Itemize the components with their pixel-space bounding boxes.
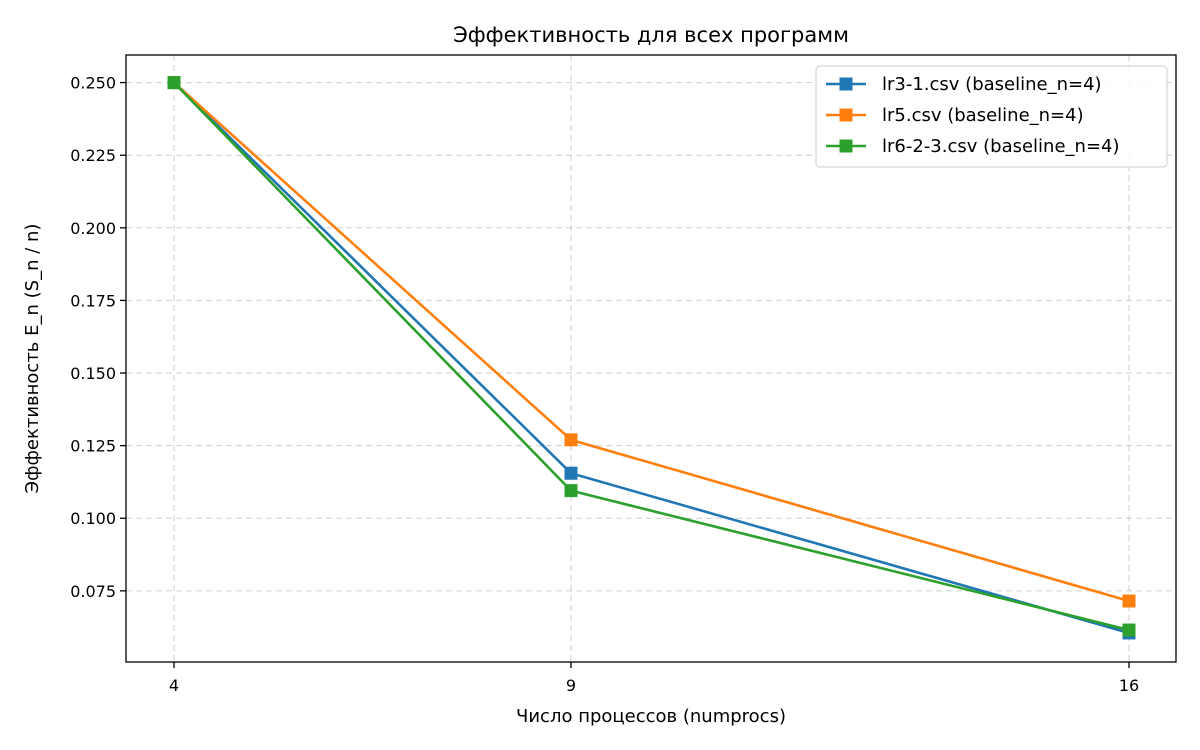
y-tick-label: 0.250 xyxy=(70,74,116,93)
legend-marker xyxy=(839,77,853,91)
x-tick-label: 9 xyxy=(566,676,576,695)
x-axis-label: Число процессов (numprocs) xyxy=(516,706,786,727)
series-group xyxy=(167,76,1136,637)
data-point-marker xyxy=(1122,594,1136,608)
legend-label: lr6-2-3.csv (baseline_n=4) xyxy=(882,136,1120,157)
y-tick-label: 0.100 xyxy=(70,509,116,528)
y-tick-label: 0.125 xyxy=(70,437,116,456)
data-point-marker xyxy=(564,433,578,447)
legend-marker xyxy=(839,139,853,153)
data-point-marker xyxy=(564,484,578,498)
y-tick-label: 0.175 xyxy=(70,291,116,310)
y-axis-ticks: 0.075 0.100 0.125 0.150 0.175 0.200 0.225 0.250 xyxy=(70,74,126,601)
legend-label: lr3-1.csv (baseline_n=4) xyxy=(882,74,1102,95)
data-point-marker xyxy=(1122,623,1136,637)
data-point-marker xyxy=(167,76,181,90)
y-tick-label: 0.225 xyxy=(70,146,116,165)
y-tick-label: 0.150 xyxy=(70,364,116,383)
x-tick-label: 16 xyxy=(1119,676,1139,695)
y-tick-label: 0.075 xyxy=(70,582,116,601)
legend-marker xyxy=(839,108,853,122)
x-axis-ticks: 4 9 16 xyxy=(169,662,1139,695)
legend-label: lr5.csv (baseline_n=4) xyxy=(882,105,1084,126)
legend: lr3-1.csv (baseline_n=4) lr5.csv (baselin… xyxy=(815,65,1168,168)
chart-title: Эффективность для всех программ xyxy=(453,23,849,47)
x-tick-label: 4 xyxy=(169,676,179,695)
y-axis-label: Эффективность E_n (S_n / n) xyxy=(22,224,43,494)
data-point-marker xyxy=(564,466,578,480)
series-layer xyxy=(167,76,1136,640)
plot-area-frame xyxy=(125,54,1177,663)
y-tick-label: 0.200 xyxy=(70,219,116,238)
legend-box xyxy=(815,65,1168,168)
